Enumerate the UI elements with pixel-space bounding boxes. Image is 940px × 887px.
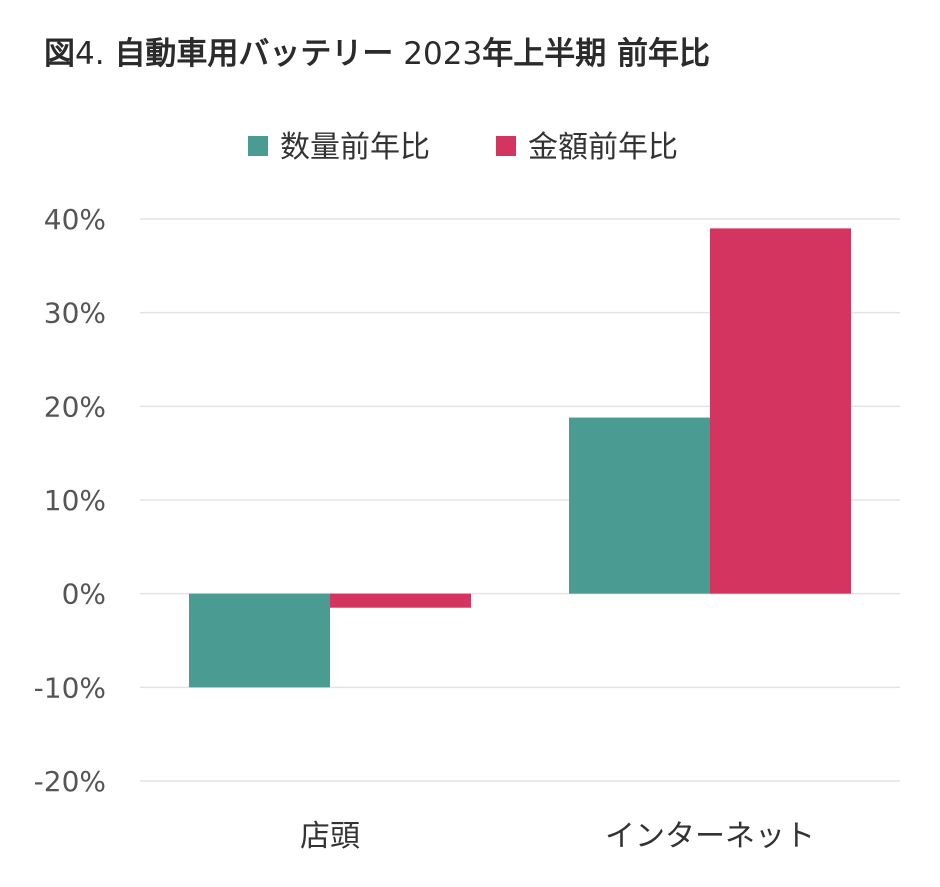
bars: [189, 228, 851, 688]
x-tick-label: 店頭: [300, 819, 360, 854]
chart-title: 図4. 自動車用バッテリー 2023年上半期 前年比: [44, 28, 710, 73]
title-prefix: 図: [44, 36, 75, 72]
bar: [569, 417, 710, 594]
bar: [189, 593, 330, 688]
bar: [330, 593, 471, 608]
x-tick-label: インターネット: [605, 819, 815, 854]
y-tick-label: 0%: [62, 578, 106, 611]
y-axis: 40% 30% 20% 10% 0% -10% -20%: [34, 203, 106, 798]
title-period: 年上半期 前年比: [482, 36, 710, 72]
bar: [710, 228, 851, 594]
y-tick-label: -20%: [34, 765, 106, 798]
y-tick-label: 40%: [44, 203, 106, 236]
legend-swatch: [248, 136, 268, 156]
x-axis: 店頭 インターネット: [300, 819, 815, 854]
y-tick-label: -10%: [34, 671, 106, 704]
legend-label: 数量前年比: [280, 130, 430, 165]
title-number: 4.: [75, 36, 105, 72]
y-tick-label: 20%: [44, 390, 106, 423]
legend-label: 金額前年比: [528, 130, 678, 165]
y-tick-label: 30%: [44, 297, 106, 330]
y-tick-label: 10%: [44, 484, 106, 517]
title-year: 2023: [403, 36, 483, 72]
title-main: 自動車用バッテリー: [114, 36, 394, 72]
legend: 数量前年比 金額前年比: [248, 130, 678, 165]
legend-swatch: [496, 136, 516, 156]
